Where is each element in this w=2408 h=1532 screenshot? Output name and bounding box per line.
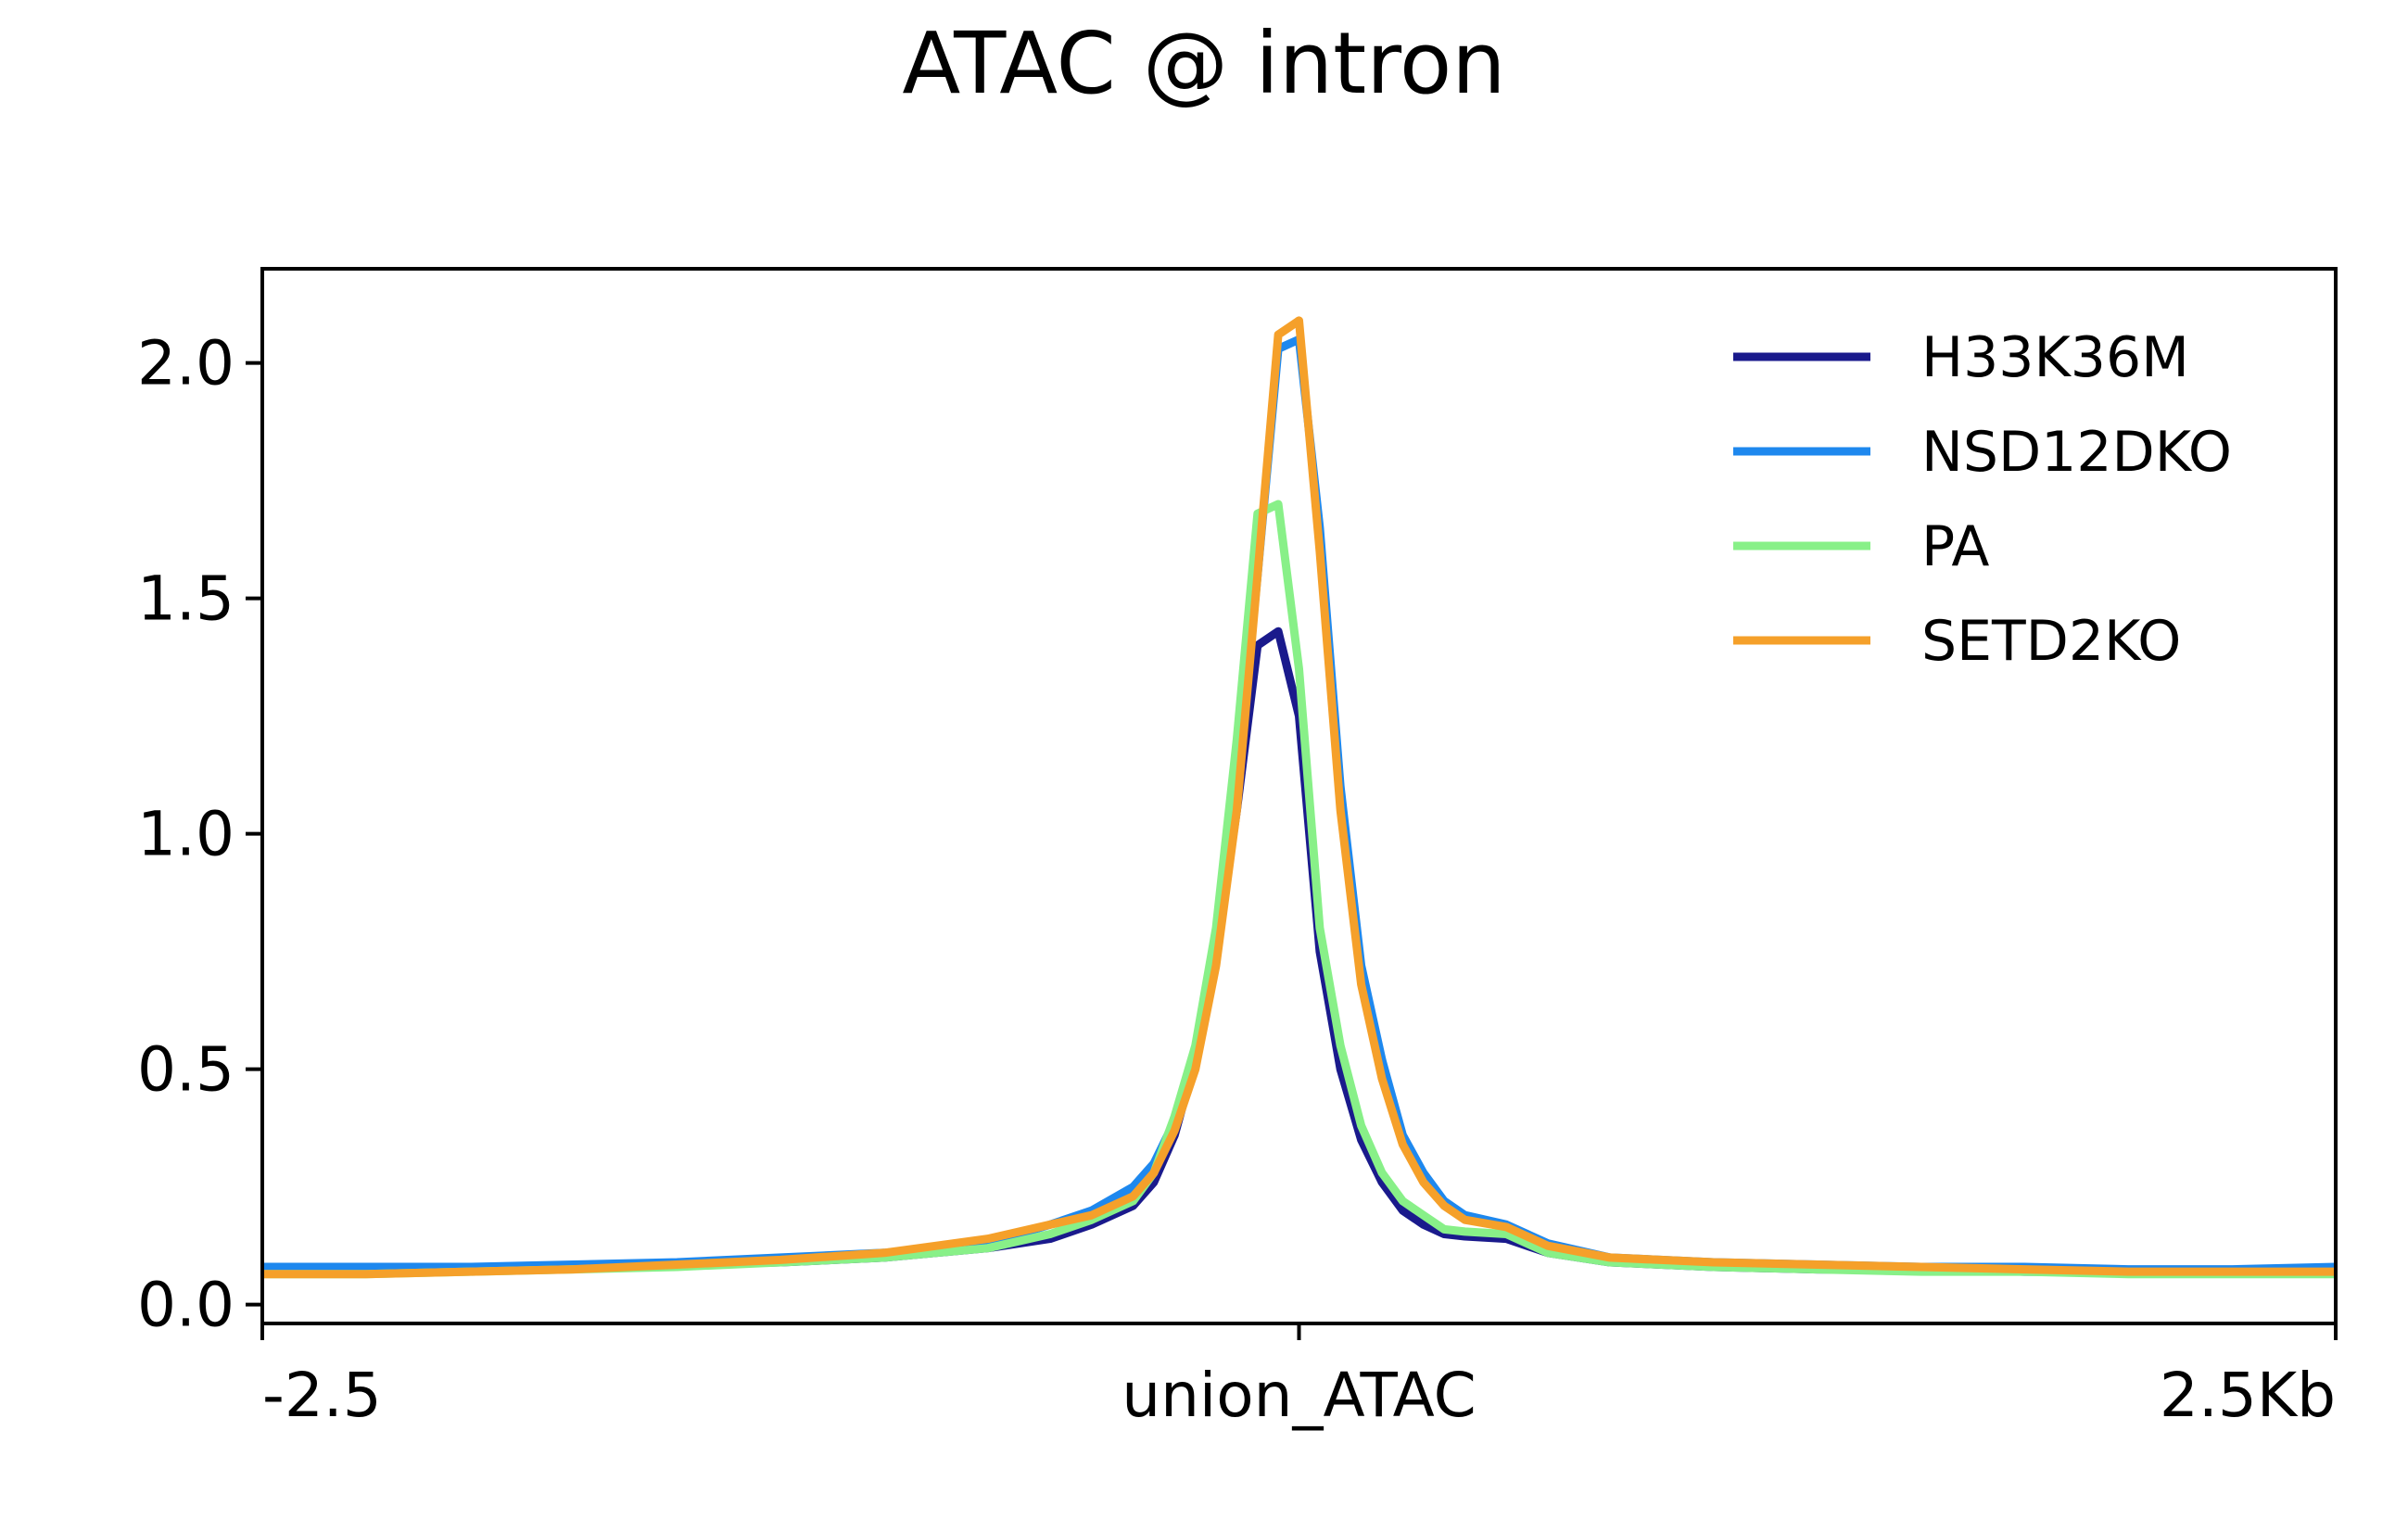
plot-area xyxy=(262,316,2336,1279)
series-line-pa xyxy=(262,500,2336,1279)
x-tick-label: union_ATAC xyxy=(1122,1360,1476,1431)
legend-label-nsd12dko: NSD12DKO xyxy=(1921,420,2232,485)
series-line-setd2ko xyxy=(262,316,2336,1279)
legend-label-h33k36m: H33K36M xyxy=(1921,325,2189,390)
x-tick-label: 2.5Kb xyxy=(2160,1360,2336,1431)
y-tick-label: 0.5 xyxy=(137,1034,234,1106)
y-tick-label: 0.0 xyxy=(137,1270,234,1341)
legend-label-pa: PA xyxy=(1921,514,1989,579)
axes: 0.0 0.5 1.0 1.5 2.0 -2.5 union_ATAC 2.5Kb xyxy=(137,267,2338,1431)
chart-title: ATAC @ intron xyxy=(902,14,1505,113)
y-tick-label: 1.5 xyxy=(137,563,234,635)
legend: H33K36M NSD12DKO PA SETD2KO xyxy=(1733,325,2232,674)
series-line-h33k36m xyxy=(262,627,2336,1276)
legend-label-setd2ko: SETD2KO xyxy=(1921,609,2181,674)
y-tick-label: 2.0 xyxy=(137,328,234,399)
series-lines xyxy=(262,316,2336,1279)
y-tick-label: 1.0 xyxy=(137,799,234,870)
x-tick-label: -2.5 xyxy=(262,1360,382,1431)
